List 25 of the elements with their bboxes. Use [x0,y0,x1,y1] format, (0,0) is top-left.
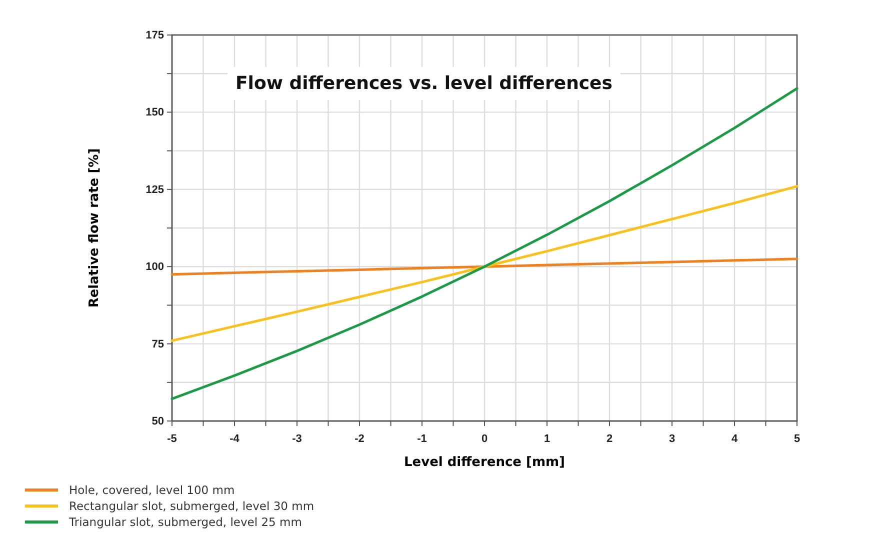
x-tick-label: 2 [606,433,613,446]
y-tick-label: 75 [152,338,164,350]
y-tick-label: 100 [146,261,164,274]
y-tick-label: 125 [146,184,164,196]
x-tick-label: 0 [481,433,488,446]
legend-label: Hole, covered, level 100 mm [69,483,235,498]
x-tick-label: -2 [354,433,364,446]
line-series [170,258,798,276]
y-axis-title: Relative flow rate [%] [87,148,102,308]
x-tick-label: -1 [417,433,427,446]
y-tick-label: 150 [146,106,164,119]
x-tick-label: -3 [292,433,302,446]
line-series [170,185,798,342]
x-tick-label: -5 [167,433,177,446]
y-tick-label: 50 [152,416,164,428]
legend-label: Rectangular slot, submerged, level 30 mm [69,499,314,514]
x-tick-label: 1 [544,433,550,446]
x-tick-label: 3 [668,433,676,446]
x-tick-label: 5 [794,433,800,446]
y-tick-label: 175 [146,30,164,42]
x-axis-title: Level difference [mm] [404,455,565,470]
text: Flow differences vs. level differences [236,73,612,94]
x-tick-label: 4 [731,433,738,446]
x-tick-label: -4 [230,433,240,446]
legend-label: Triangular slot, submerged, level 25 mm [68,515,302,530]
